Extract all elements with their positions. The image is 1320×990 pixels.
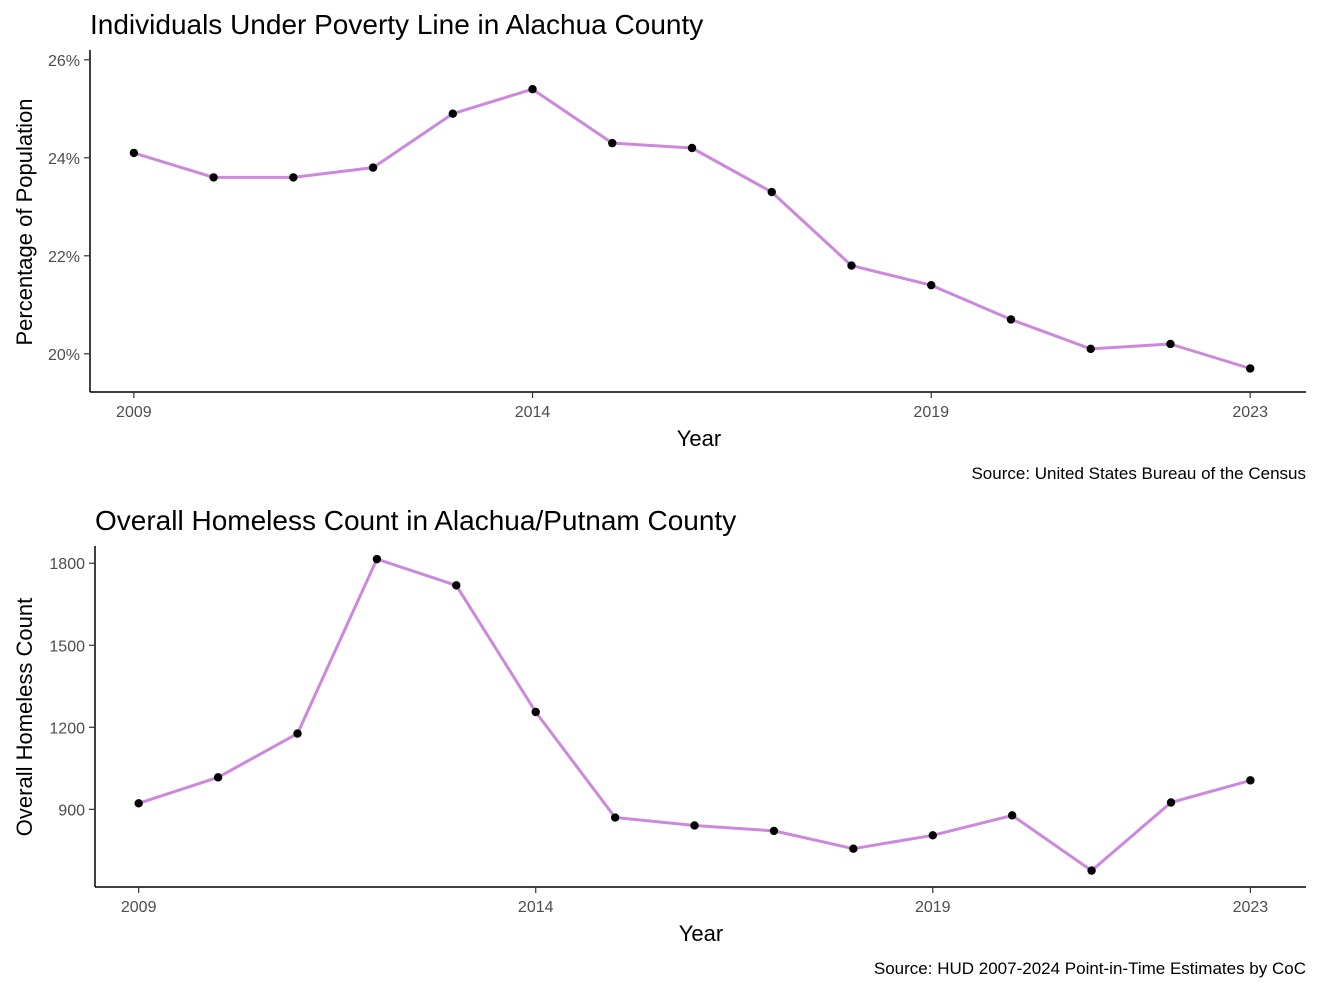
poverty-series-line — [133, 87, 1251, 370]
homeless-x-tick-label: 2014 — [518, 899, 554, 916]
poverty-data-point — [1086, 344, 1095, 354]
poverty-y-tick-label: 22% — [48, 249, 80, 266]
poverty-data-point — [209, 173, 218, 182]
homeless-data-point — [928, 831, 937, 840]
homeless-data-point — [849, 844, 858, 853]
poverty-y-tick-label: 20% — [48, 347, 80, 364]
poverty-data-point — [927, 280, 936, 290]
homeless-x-tick-label: 2009 — [121, 899, 157, 916]
poverty-y-axis-title: Percentage of Population — [12, 98, 37, 345]
homeless-data-point — [134, 799, 143, 808]
homeless-y-tick-label: 1800 — [49, 556, 85, 573]
poverty-data-point — [608, 138, 617, 148]
poverty-data-point — [1166, 339, 1175, 349]
poverty-chart: Individuals Under Poverty Line in Alachu… — [12, 9, 1306, 483]
homeless-data-point — [1246, 776, 1255, 785]
poverty-data-point — [847, 261, 856, 270]
homeless-data-point — [452, 581, 461, 590]
poverty-caption: Source: United States Bureau of the Cens… — [971, 464, 1306, 483]
poverty-data-point — [1245, 364, 1255, 373]
homeless-data-point — [531, 707, 540, 717]
homeless-x-axis-title: Year — [679, 921, 723, 946]
poverty-data-point — [767, 187, 776, 197]
homeless-data-point — [610, 813, 620, 822]
poverty-y-tick-label: 24% — [48, 151, 80, 168]
poverty-x-tick-label: 2009 — [116, 404, 152, 421]
homeless-x-tick-label: 2019 — [915, 899, 951, 916]
homeless-x-tick-label: 2023 — [1233, 899, 1269, 916]
poverty-data-point — [368, 163, 378, 172]
poverty-chart-title: Individuals Under Poverty Line in Alachu… — [90, 9, 703, 40]
poverty-plot-area: 20% 22% 24% 26% 2009 2014 2019 2023 — [48, 50, 1306, 421]
poverty-data-point — [528, 84, 537, 94]
homeless-data-point — [213, 773, 223, 782]
poverty-x-tick-label: 2014 — [515, 404, 551, 421]
homeless-data-point — [372, 554, 382, 564]
homeless-plot-area: 900 1200 1500 1800 2009 2014 2019 2023 — [49, 546, 1306, 916]
homeless-data-point — [769, 826, 779, 836]
homeless-data-point — [293, 729, 302, 738]
homeless-chart: Overall Homeless Count in Alachua/Putnam… — [12, 505, 1306, 978]
poverty-data-point — [289, 173, 298, 182]
homeless-chart-title: Overall Homeless Count in Alachua/Putnam… — [95, 505, 736, 536]
homeless-data-point — [690, 821, 699, 830]
homeless-y-tick-label: 900 — [58, 802, 85, 819]
homeless-y-axis-title: Overall Homeless Count — [12, 598, 37, 836]
homeless-data-point — [1007, 811, 1017, 820]
homeless-data-point — [1087, 866, 1096, 875]
poverty-x-tick-label: 2023 — [1232, 404, 1268, 421]
poverty-y-tick-label: 26% — [48, 53, 80, 70]
poverty-data-point — [687, 143, 697, 153]
homeless-y-tick-label: 1500 — [49, 638, 85, 655]
poverty-data-point — [129, 148, 139, 158]
poverty-data-point — [1006, 315, 1016, 324]
poverty-x-tick-label: 2019 — [913, 404, 949, 421]
homeless-caption: Source: HUD 2007-2024 Point-in-Time Esti… — [874, 959, 1306, 978]
poverty-x-axis-title: Year — [677, 426, 721, 451]
poverty-data-point — [448, 109, 458, 118]
homeless-data-point — [1166, 798, 1176, 807]
homeless-y-tick-label: 1200 — [49, 720, 85, 737]
